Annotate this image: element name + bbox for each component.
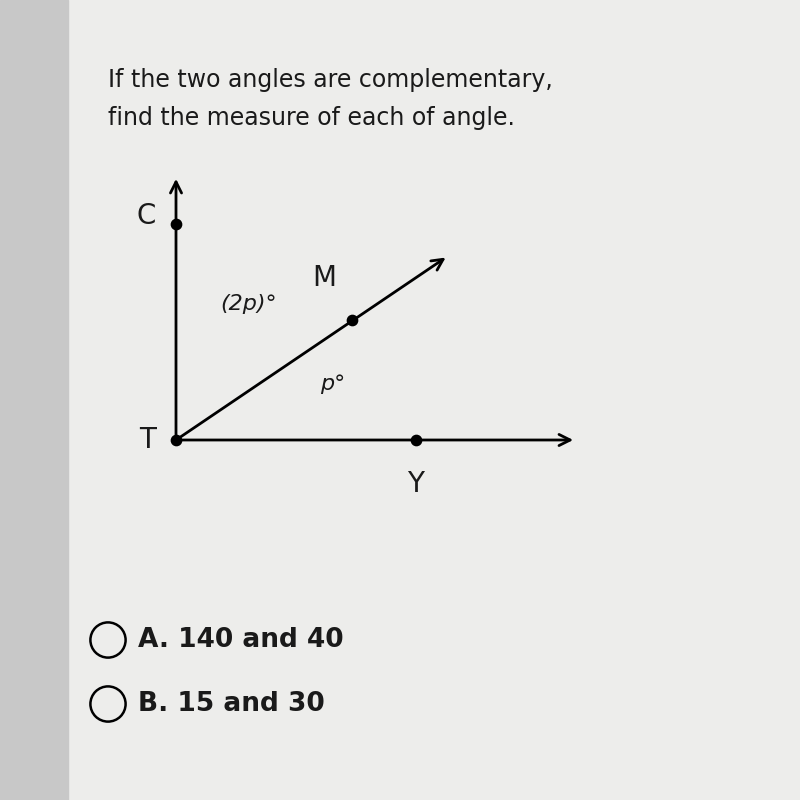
- Text: p°: p°: [320, 374, 346, 394]
- Text: T: T: [139, 426, 156, 454]
- Text: A. 140 and 40: A. 140 and 40: [138, 627, 343, 653]
- Text: (2p)°: (2p)°: [220, 294, 277, 314]
- Text: Y: Y: [407, 470, 425, 498]
- Text: B. 15 and 30: B. 15 and 30: [138, 691, 324, 717]
- Point: [410, 434, 422, 446]
- Text: C: C: [137, 202, 156, 230]
- Text: M: M: [312, 264, 336, 292]
- Bar: [0, 0, 68, 800]
- Point: [170, 434, 182, 446]
- Point: [170, 218, 182, 230]
- Text: If the two angles are complementary,: If the two angles are complementary,: [108, 68, 553, 92]
- Text: find the measure of each of angle.: find the measure of each of angle.: [108, 106, 515, 130]
- Point: [346, 314, 358, 326]
